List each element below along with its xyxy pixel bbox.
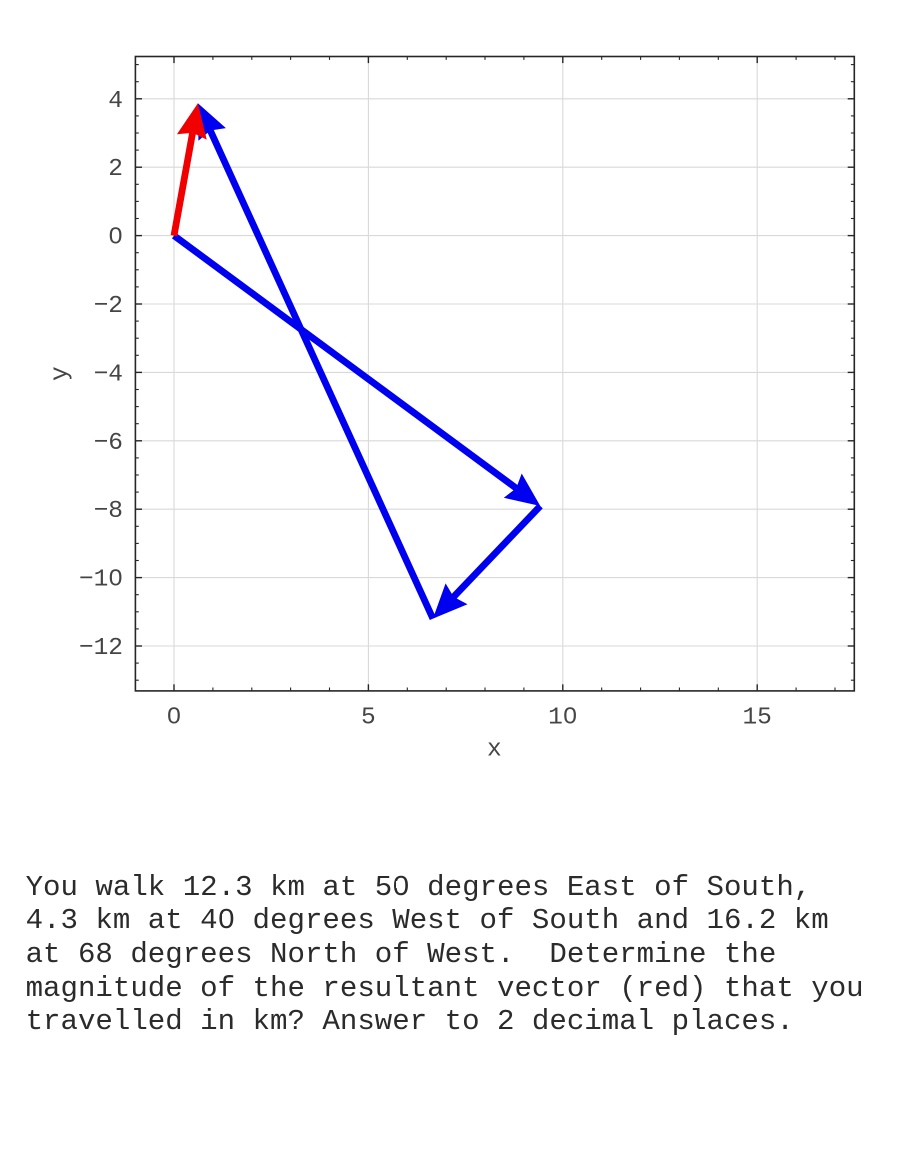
- svg-text:5: 5: [361, 705, 376, 732]
- svg-text:−4: −4: [94, 361, 123, 388]
- svg-text:y: y: [48, 366, 75, 381]
- svg-text:−6: −6: [94, 430, 123, 457]
- svg-text:−2: −2: [94, 293, 123, 320]
- svg-text:2: 2: [108, 156, 123, 183]
- svg-text:15: 15: [742, 705, 771, 732]
- svg-text:4: 4: [108, 88, 123, 115]
- svg-text:−8: −8: [94, 498, 123, 525]
- svg-text:x: x: [487, 737, 502, 764]
- svg-text:−12: −12: [79, 635, 123, 662]
